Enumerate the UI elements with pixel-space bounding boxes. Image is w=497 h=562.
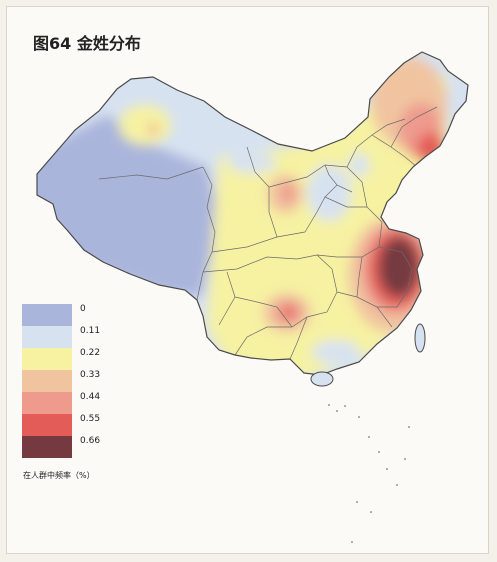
legend-swatch (22, 326, 72, 348)
legend-label: 0 (80, 304, 86, 314)
legend-swatch (22, 370, 72, 392)
legend-swatch (22, 414, 72, 436)
legend-label: 0.11 (80, 326, 101, 336)
map-title: 图64 金姓分布 (33, 34, 141, 53)
china-distribution-map (36, 51, 469, 543)
legend-label: 0.55 (80, 414, 101, 424)
legend-swatch (22, 348, 72, 370)
legend-swatch (22, 392, 72, 414)
legend-label: 0.33 (80, 370, 101, 380)
legend-label: 0.22 (80, 348, 101, 358)
figure-page: 图64 金姓分布 0 0.11 0.22 0.33 0.44 0.55 0.6 (6, 6, 489, 554)
legend-caption: 在人群中频率（%） (23, 471, 95, 480)
legend-label: 0.44 (80, 392, 101, 402)
legend-swatch (22, 436, 72, 458)
legend-label: 0.66 (80, 436, 101, 446)
legend-swatch (22, 304, 72, 326)
